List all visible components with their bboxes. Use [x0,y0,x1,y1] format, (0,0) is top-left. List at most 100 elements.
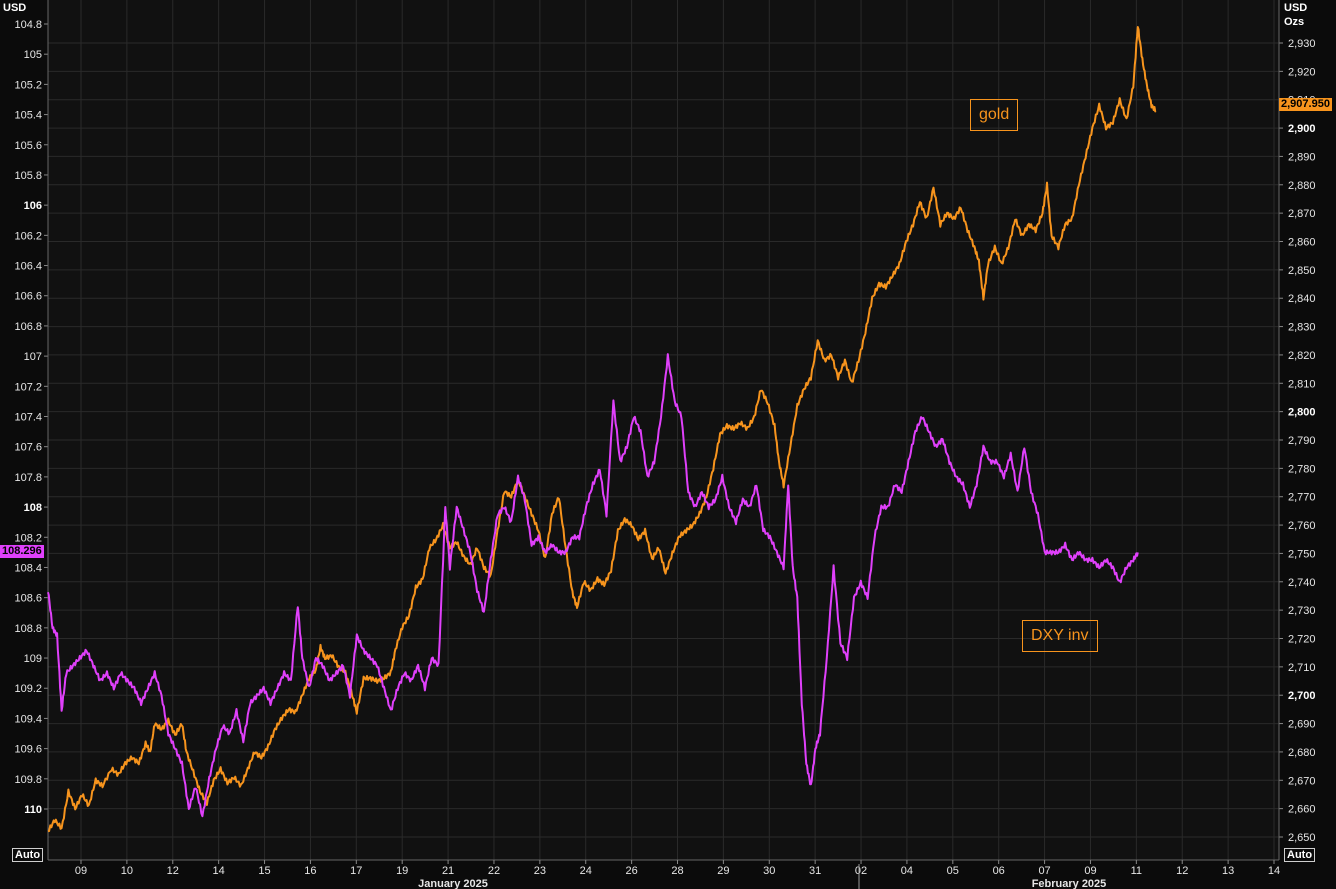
right-tick-label: 2,650 [1288,832,1316,844]
x-tick-label: 28 [671,865,683,877]
x-tick-label: 09 [75,865,87,877]
left-tick-label: 106.4 [14,261,42,273]
left-tick-label: 106 [24,200,42,212]
left-tick-label: 105.4 [14,110,42,122]
left-tick-label: 107.4 [14,412,42,424]
left-tick-label: 109.8 [14,774,42,786]
left-tick-label: 107.6 [14,442,42,454]
legend-dxy-inv: DXY inv [1022,620,1098,652]
right-tick-label: 2,930 [1288,38,1316,50]
left-tick-label: 105.6 [14,140,42,152]
right-auto-scale-button[interactable]: Auto [1284,848,1316,862]
x-tick-label: 21 [442,865,454,877]
series-line-gold [47,26,1157,833]
left-tick-label: 107 [24,351,42,363]
right-tick-label: 2,870 [1288,208,1316,220]
x-tick-label: 17 [350,865,362,877]
left-tick-label: 108.2 [14,532,42,544]
right-tick-label: 2,720 [1288,634,1316,646]
right-tick-label: 2,790 [1288,435,1316,447]
gold-last-value-tag: 2,907.950 [1279,98,1332,111]
x-tick-label: 22 [488,865,500,877]
right-tick-label: 2,830 [1288,322,1316,334]
x-tick-label: 14 [213,865,225,877]
x-tick-label: 24 [580,865,592,877]
right-tick-label: 2,760 [1288,520,1316,532]
x-tick-label: 11 [1131,865,1142,877]
left-tick-label: 106.6 [14,291,42,303]
right-tick-label: 2,850 [1288,265,1316,277]
x-tick-label: 31 [809,865,821,877]
right-axis-unit2: Ozs [1284,16,1304,28]
left-tick-label: 107.2 [14,381,42,393]
x-tick-label: 12 [1176,865,1188,877]
x-tick-label: 02 [855,865,867,877]
x-tick-label: 19 [396,865,408,877]
left-tick-label: 107.8 [14,472,42,484]
x-tick-label: 06 [993,865,1005,877]
left-tick-label: 109.2 [14,683,42,695]
x-tick-label: 15 [258,865,270,877]
left-tick-label: 106.2 [14,230,42,242]
left-tick-label: 109.6 [14,744,42,756]
left-tick-label: 109.4 [14,713,42,725]
x-tick-label: 05 [947,865,959,877]
right-tick-label: 2,700 [1288,690,1316,702]
x-tick-label: 10 [121,865,133,877]
left-tick-label: 104.8 [14,19,42,31]
right-tick-label: 2,740 [1288,577,1316,589]
left-tick-label: 105.8 [14,170,42,182]
left-tick-label: 108 [24,502,42,514]
right-tick-label: 2,730 [1288,605,1316,617]
grid-lines [48,0,1279,860]
x-tick-label: 16 [304,865,316,877]
left-tick-label: 108.4 [14,562,42,574]
x-tick-label: 30 [763,865,775,877]
left-axis: 104.8 105 105.2 105.4 105.6 105.8 106 106.2 106.… [14,0,49,860]
right-tick-label: 2,690 [1288,719,1316,731]
right-tick-label: 2,810 [1288,378,1316,390]
series-layer [47,26,1157,833]
month-label-january: January 2025 [418,878,488,889]
x-tick-label: 07 [1038,865,1050,877]
legend-gold: gold [970,99,1019,131]
right-tick-label: 2,900 [1288,123,1316,135]
x-tick-label: 23 [534,865,546,877]
x-axis: 09 10 12 14 15 16 17 19 21 22 23 24 26 28 29 30 31 02 04 05… [48,859,1280,889]
right-axis: 2,650 2,660 2,670 2,680 2,690 2,700 2,710 2,720… [1278,0,1316,860]
left-tick-label: 109 [24,653,42,665]
left-axis-unit: USD [3,2,26,14]
right-tick-label: 2,680 [1288,747,1316,759]
plot-area [48,0,1279,860]
right-tick-label: 2,880 [1288,180,1316,192]
left-auto-scale-button[interactable]: Auto [12,848,44,862]
x-tick-label: 12 [167,865,179,877]
right-tick-label: 2,820 [1288,350,1316,362]
right-tick-label: 2,920 [1288,66,1316,78]
series-line-dxy-inv [47,353,1139,818]
x-tick-label: 13 [1222,865,1234,877]
right-tick-label: 2,770 [1288,492,1316,504]
right-tick-label: 2,890 [1288,151,1316,163]
left-tick-label: 108.8 [14,623,42,635]
right-tick-label: 2,780 [1288,463,1316,475]
right-tick-label: 2,660 [1288,804,1316,816]
right-tick-label: 2,860 [1288,237,1316,249]
right-axis-unit: USD [1284,2,1307,14]
dxy-last-value-tag: 108.296 [0,545,44,558]
right-tick-label: 2,710 [1288,662,1316,674]
right-tick-label: 2,670 [1288,775,1316,787]
month-label-february: February 2025 [1032,878,1107,889]
x-tick-label: 29 [717,865,729,877]
right-tick-label: 2,800 [1288,407,1316,419]
left-tick-label: 106.8 [14,321,42,333]
left-tick-label: 108.6 [14,593,42,605]
right-tick-label: 2,840 [1288,293,1316,305]
left-tick-label: 110 [24,804,42,816]
left-tick-label: 105 [24,49,42,61]
x-tick-label: 04 [901,865,913,877]
x-tick-label: 14 [1268,865,1280,877]
left-tick-label: 105.2 [14,79,42,91]
x-tick-label: 09 [1084,865,1096,877]
